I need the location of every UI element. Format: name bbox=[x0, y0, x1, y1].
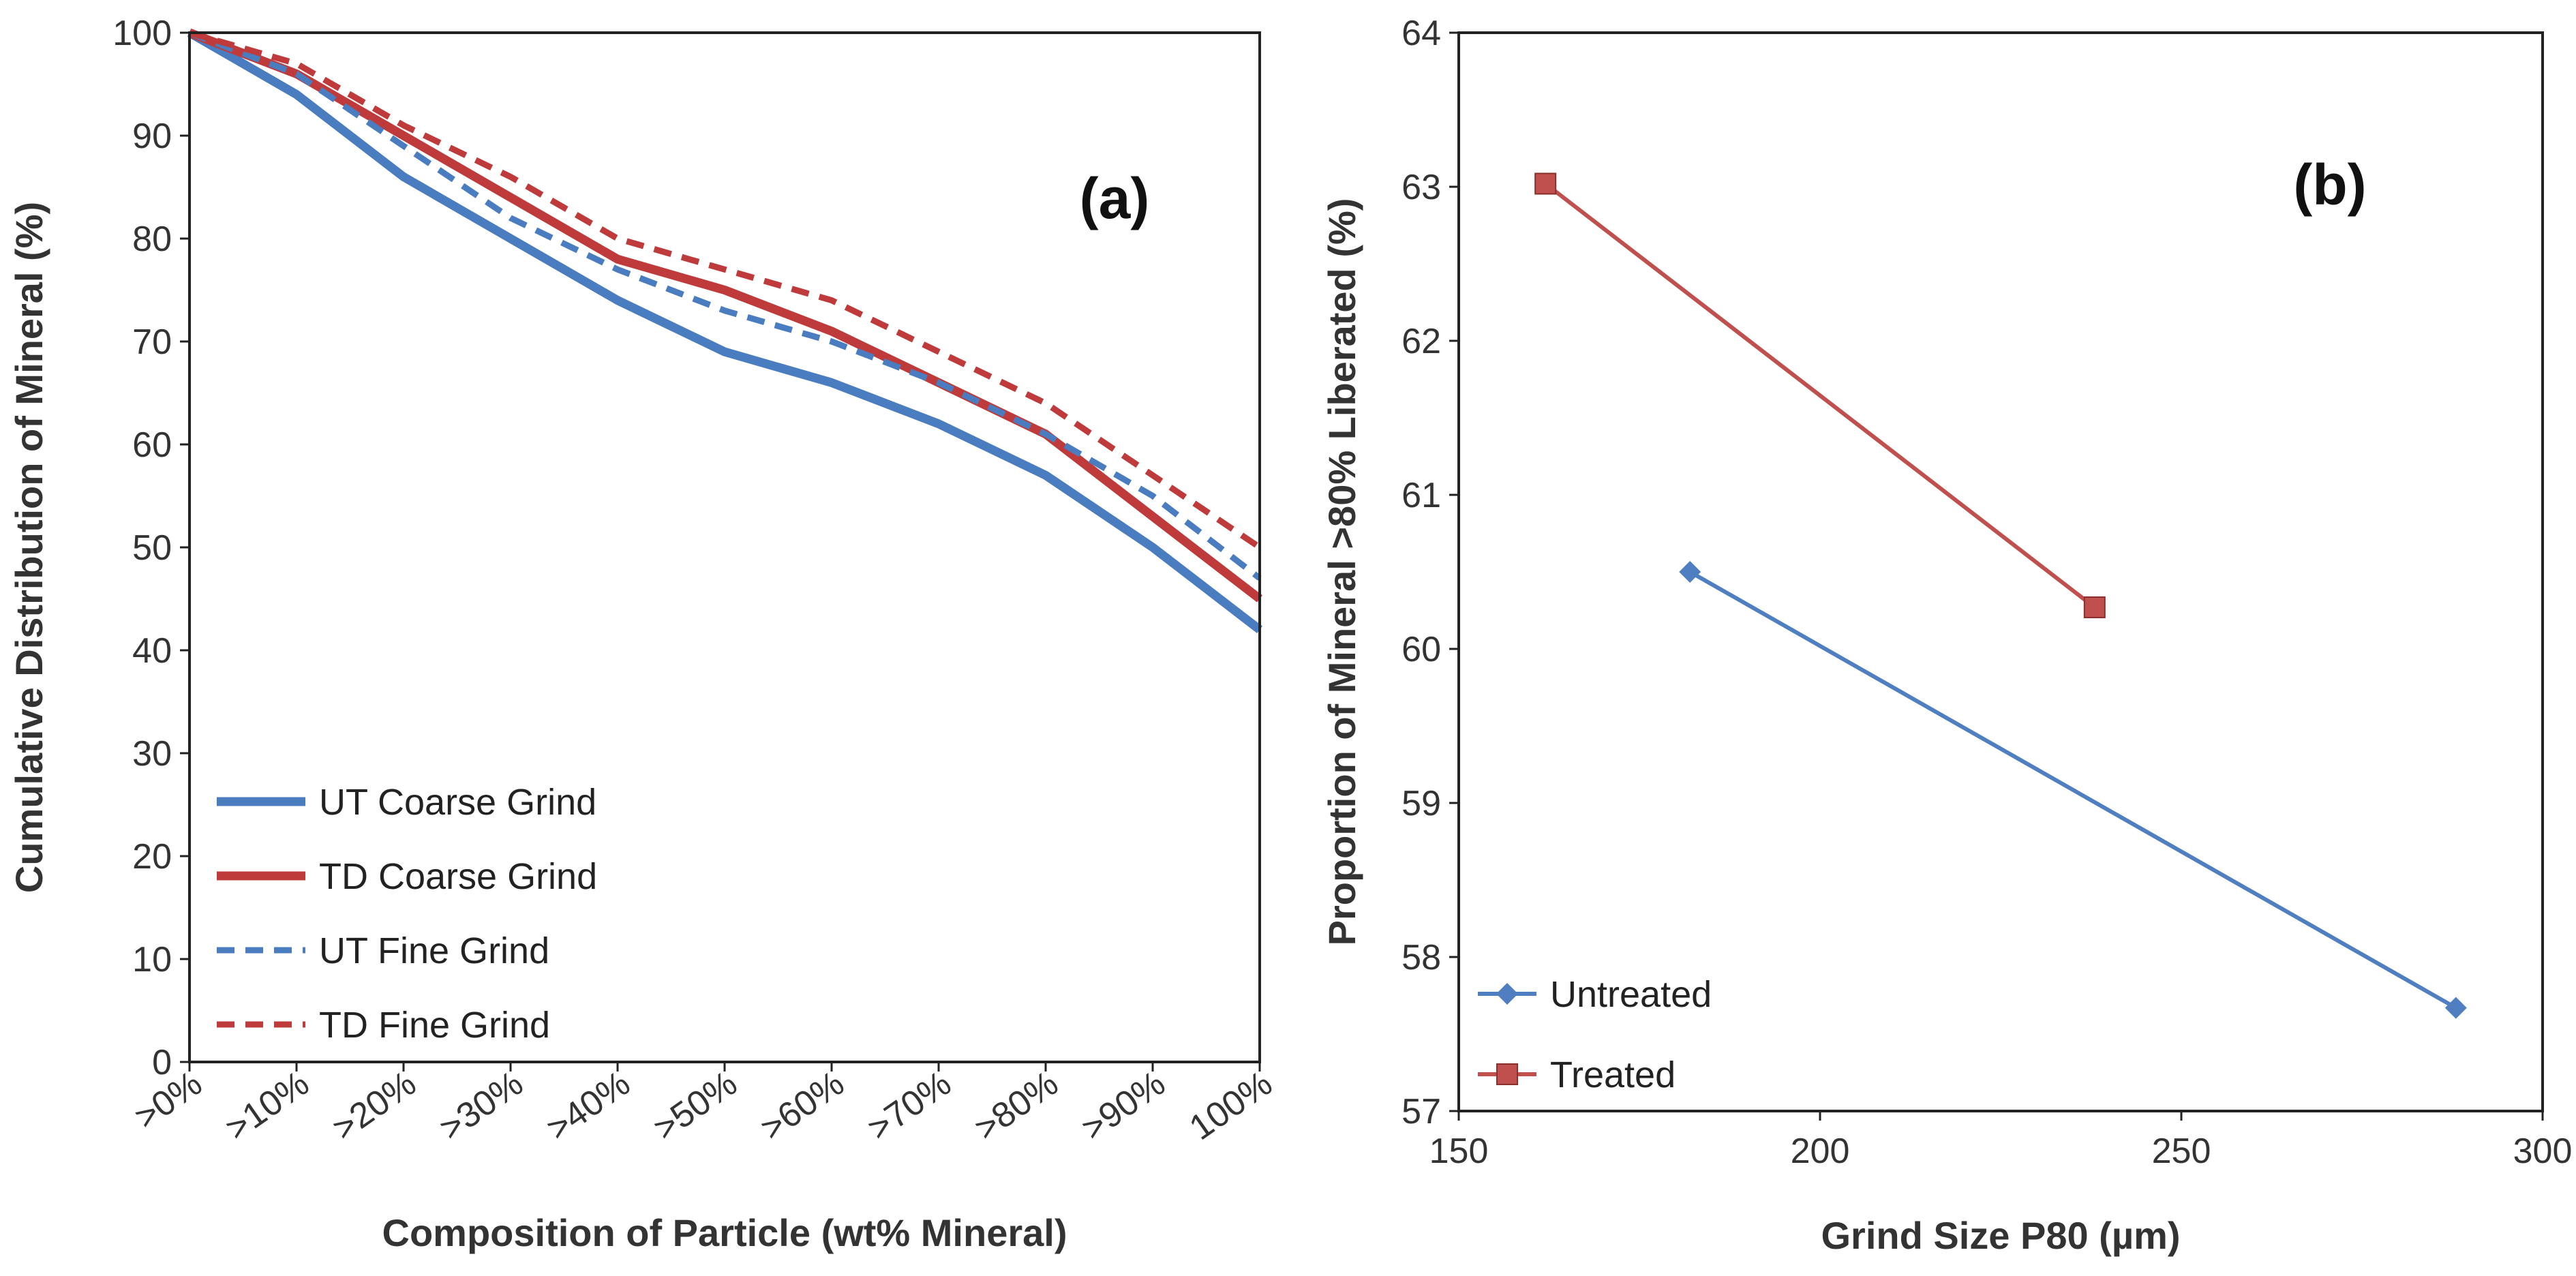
chart-a-legend: UT Coarse Grind TD Coarse Grind UT Fine Gr… bbox=[217, 782, 597, 1046]
y-tick-label: 61 bbox=[1401, 476, 1441, 515]
x-tick-label: >90% bbox=[1074, 1063, 1172, 1149]
data-point-1-1 bbox=[1679, 561, 1701, 583]
y-tick-label: 30 bbox=[132, 734, 172, 774]
y-tick-label: 0 bbox=[152, 1043, 172, 1082]
chart-b-panel-label: (b) bbox=[2293, 153, 2366, 217]
y-tick-label: 50 bbox=[132, 528, 172, 568]
x-tick-label: 100% bbox=[1183, 1063, 1279, 1148]
x-tick-label: >60% bbox=[753, 1063, 851, 1149]
chart-b-legend: Untreated Treated bbox=[1478, 974, 1712, 1095]
x-tick-label: >10% bbox=[218, 1063, 316, 1149]
legend-marker-1 bbox=[1496, 983, 1518, 1005]
data-point-2-2 bbox=[2083, 596, 2106, 618]
chart-a-y-axis-label: Cumulative Distribution of Mineral (%) bbox=[7, 202, 50, 893]
data-point-2-1 bbox=[1534, 172, 1557, 195]
chart-b: 57 58 59 60 61 62 63 64 150 200 250 300 (b) Grind … bbox=[1320, 14, 2572, 1257]
chart-a-y-axis: 0 10 20 30 40 50 60 70 80 90 100 bbox=[112, 14, 190, 1082]
y-tick-label: 80 bbox=[132, 219, 172, 259]
x-tick-label: 150 bbox=[1429, 1131, 1489, 1171]
chart-b-plot-frame bbox=[1457, 31, 2544, 1112]
series-line-1 bbox=[1688, 570, 2457, 1010]
legend-marker-2 bbox=[1496, 1063, 1518, 1085]
legend-label-1: Untreated bbox=[1550, 974, 1712, 1015]
series-line-2 bbox=[1544, 182, 2096, 609]
x-tick-label: >80% bbox=[967, 1063, 1065, 1149]
series-line-2 bbox=[187, 28, 1262, 603]
y-tick-label: 20 bbox=[132, 837, 172, 877]
y-tick-label: 57 bbox=[1401, 1092, 1441, 1131]
chart-b-x-axis: 150 200 250 300 bbox=[1429, 1111, 2573, 1171]
chart-a: 0 10 20 30 40 50 60 70 80 90 100 >0% >10% >20% >30% >4… bbox=[7, 14, 1279, 1254]
y-tick-label: 63 bbox=[1401, 168, 1441, 207]
y-tick-label: 60 bbox=[132, 425, 172, 465]
y-tick-label: 62 bbox=[1401, 322, 1441, 361]
legend-label-1: UT Coarse Grind bbox=[319, 782, 596, 823]
y-tick-label: 40 bbox=[132, 631, 172, 671]
chart-b-series bbox=[1534, 172, 2467, 1019]
x-tick-label: 250 bbox=[2152, 1131, 2211, 1171]
chart-a-plot-frame bbox=[188, 31, 1261, 1063]
y-tick-label: 64 bbox=[1401, 14, 1441, 53]
y-tick-label: 58 bbox=[1401, 938, 1441, 977]
chart-b-x-axis-label: Grind Size P80 (µm) bbox=[1821, 1214, 2180, 1257]
chart-a-panel-label: (a) bbox=[1080, 166, 1150, 230]
series-line-4 bbox=[188, 29, 1262, 550]
y-tick-label: 60 bbox=[1401, 630, 1441, 669]
x-tick-label: >70% bbox=[860, 1063, 958, 1149]
series-line-1 bbox=[187, 29, 1262, 633]
data-point-1-2 bbox=[2444, 997, 2467, 1019]
x-tick-label: >50% bbox=[646, 1063, 744, 1149]
x-tick-label: >40% bbox=[539, 1063, 637, 1149]
chart-a-x-axis-label: Composition of Particle (wt% Mineral) bbox=[382, 1211, 1067, 1254]
y-tick-label: 59 bbox=[1401, 784, 1441, 823]
legend-label-4: TD Fine Grind bbox=[319, 1005, 550, 1046]
chart-b-y-axis: 57 58 59 60 61 62 63 64 bbox=[1401, 14, 1459, 1131]
y-tick-label: 70 bbox=[132, 322, 172, 362]
x-tick-label: >20% bbox=[325, 1063, 423, 1149]
chart-b-y-axis-label: Proportion of Mineral >80% Liberated (%) bbox=[1320, 198, 1363, 946]
x-tick-label: 200 bbox=[1791, 1131, 1850, 1171]
chart-a-x-axis: >0% >10% >20% >30% >40% >50% >60% >70% >80% >90% 1… bbox=[127, 1062, 1279, 1149]
legend-label-2: Treated bbox=[1550, 1054, 1676, 1095]
y-tick-label: 90 bbox=[132, 117, 172, 156]
y-tick-label: 100 bbox=[112, 14, 172, 53]
x-tick-label: >30% bbox=[432, 1063, 530, 1149]
legend-label-2: TD Coarse Grind bbox=[319, 856, 597, 897]
x-tick-label: 300 bbox=[2513, 1131, 2573, 1171]
series-line-3 bbox=[188, 29, 1262, 581]
y-tick-label: 10 bbox=[132, 940, 172, 979]
legend-label-3: UT Fine Grind bbox=[319, 930, 549, 971]
chart-a-series bbox=[187, 28, 1262, 633]
